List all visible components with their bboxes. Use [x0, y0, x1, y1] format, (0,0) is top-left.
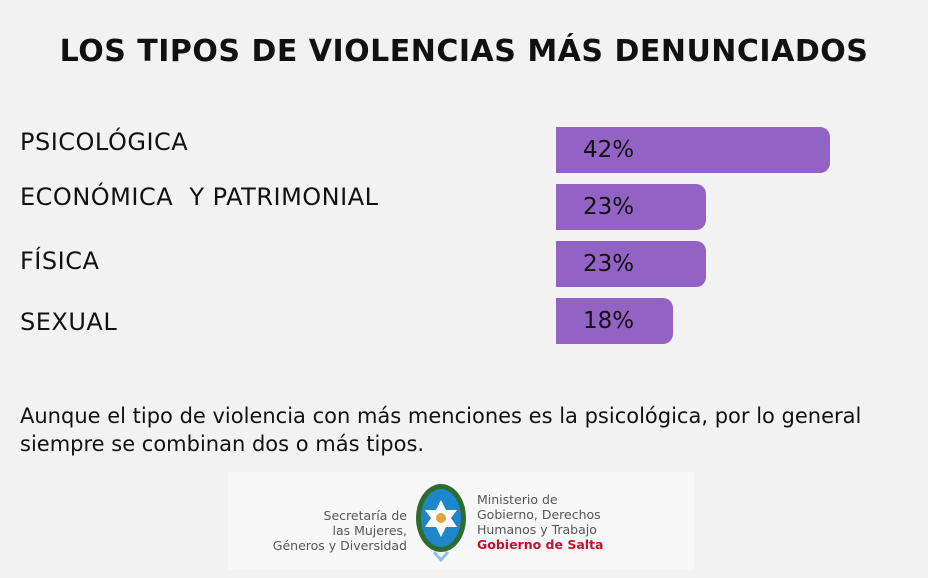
- secretaria-line: las Mujeres,: [332, 523, 407, 538]
- value-label: 23%: [583, 251, 635, 277]
- gobierno-salta-brand: Gobierno de Salta: [477, 537, 604, 552]
- bar: [556, 241, 707, 287]
- value-label: 23%: [583, 194, 635, 220]
- value-label: 42%: [583, 137, 635, 163]
- footer-logos: Secretaría de las Mujeres, Géneros y Div…: [228, 472, 694, 570]
- chart-title: LOS TIPOS DE VIOLENCIAS MÁS DENUNCIADOS: [59, 34, 869, 69]
- note-text: Aunque el tipo de violencia con más menc…: [20, 404, 862, 456]
- category-label: SEXUAL: [20, 308, 118, 336]
- bar: [556, 184, 707, 230]
- ministerio-line: Gobierno, Derechos: [477, 507, 601, 522]
- secretaria-line: Géneros y Diversidad: [272, 538, 407, 553]
- bar: [556, 127, 830, 173]
- category-label: PSICOLÓGICA: [20, 128, 189, 156]
- category-label: ECONÓMICA Y PATRIMONIAL: [20, 183, 379, 211]
- bar: [556, 298, 674, 344]
- value-label: 18%: [583, 308, 635, 334]
- ministerio-line: Ministerio de: [477, 492, 558, 507]
- category-label: FÍSICA: [20, 247, 100, 275]
- ministerio-line: Humanos y Trabajo: [477, 522, 597, 537]
- salta-shield-icon: [416, 484, 466, 562]
- secretaria-line: Secretaría de: [323, 508, 407, 523]
